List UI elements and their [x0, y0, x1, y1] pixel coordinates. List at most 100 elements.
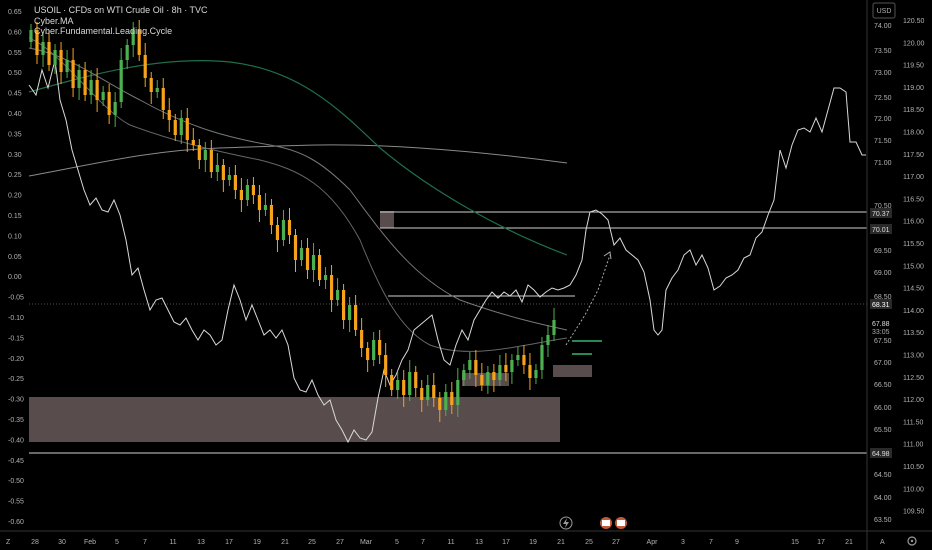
- candle-body: [131, 30, 135, 45]
- settings-gear-icon[interactable]: [907, 536, 917, 546]
- right-axis-inner-tick: 68.50: [874, 294, 892, 301]
- projection-arrow: [565, 254, 611, 346]
- time-axis-tick: 17: [502, 539, 510, 546]
- candle-body: [552, 320, 556, 335]
- right-axis-inner-tick: 71.00: [874, 160, 892, 167]
- time-axis-tick: 19: [253, 539, 261, 546]
- candle-body: [251, 185, 256, 195]
- time-axis-tick: 13: [475, 539, 483, 546]
- corner-a[interactable]: A: [880, 539, 885, 546]
- candle-body: [299, 248, 304, 260]
- projection-arrowhead: [603, 251, 612, 260]
- right-axis-inner-tick: 64.50: [874, 472, 892, 479]
- right-axis-outer-tick: 118.50: [903, 107, 924, 114]
- candle-body: [438, 398, 442, 410]
- time-axis-tick: 5: [115, 539, 119, 546]
- ma-short-gray: [28, 37, 568, 352]
- candle-body: [197, 145, 201, 160]
- candle-body: [83, 70, 87, 95]
- cycle-line: [28, 59, 866, 444]
- left-axis-tick: 0.00: [8, 274, 22, 281]
- candle-body: [155, 88, 159, 92]
- time-axis-tick: 15: [791, 539, 799, 546]
- left-axis-tick: 0.30: [8, 152, 22, 159]
- candle-body: [215, 165, 219, 172]
- candle-body: [516, 355, 520, 360]
- tag-last-price-2: 67.88: [872, 321, 890, 328]
- candle-body: [432, 385, 436, 398]
- candle-body: [95, 80, 99, 100]
- tag-countdown: 33:05: [872, 329, 890, 336]
- currency-button[interactable]: [872, 2, 896, 19]
- time-axis-tick: 19: [529, 539, 537, 546]
- time-axis-tick: 25: [585, 539, 593, 546]
- time-axis-tick: 7: [421, 539, 425, 546]
- calendar-event-icon[interactable]: [600, 517, 627, 529]
- candle-body: [444, 392, 448, 410]
- candle-body: [179, 118, 183, 135]
- candle-body: [35, 30, 39, 55]
- right-axis-outer[interactable]: 120.50 120.00 119.50 119.00 118.50 118.00 117.…: [903, 18, 925, 516]
- right-axis-outer-tick: 111.00: [903, 442, 923, 449]
- candle-body: [161, 88, 165, 110]
- candle-body: [275, 225, 280, 240]
- tag-support-line: 64.98: [872, 451, 890, 458]
- left-axis-tick: 0.35: [8, 131, 22, 138]
- candle-body: [53, 50, 57, 65]
- legend-indicator-cycle[interactable]: Cyber.Fundamental.Leading.Cycle: [34, 26, 173, 36]
- candle-body: [462, 370, 466, 380]
- candle-body: [396, 380, 400, 390]
- candle-body: [510, 360, 514, 372]
- time-axis-tick: 21: [557, 539, 565, 546]
- left-axis-tick: 0.20: [8, 193, 22, 200]
- time-axis[interactable]: 28 30 Feb 5 7 11 13 17 19 21 25 27 Mar 5 7 11 13 17 19 21 25…: [31, 539, 853, 546]
- candle-body: [492, 372, 496, 380]
- right-axis-outer-tick: 113.50: [903, 330, 924, 337]
- right-axis-outer-tick: 111.50: [903, 419, 923, 426]
- left-axis-tick: 0.15: [8, 213, 22, 220]
- candle-body: [233, 175, 237, 190]
- time-axis-tick: 27: [612, 539, 620, 546]
- candle-body: [185, 118, 189, 140]
- right-axis-inner-tick: 73.00: [874, 70, 892, 77]
- horizontal-lines: [29, 211, 867, 454]
- candle-body: [468, 360, 472, 370]
- left-axis-tick: -0.35: [8, 417, 24, 424]
- left-axis-tick: 0.45: [8, 91, 22, 98]
- left-axis-tick: -0.60: [8, 519, 24, 526]
- left-axis-tick: -0.40: [8, 437, 24, 444]
- candle-body: [456, 380, 460, 405]
- time-axis-tick: 25: [308, 539, 316, 546]
- time-axis-tick: Mar: [360, 539, 373, 546]
- time-axis-tick: 28: [31, 539, 39, 546]
- zones: [29, 211, 592, 442]
- time-axis-tick: 11: [447, 539, 454, 546]
- candle-body: [534, 370, 538, 378]
- lightning-icon[interactable]: [559, 516, 573, 530]
- legend-indicator-ma[interactable]: Cyber.MA: [34, 15, 74, 26]
- corner-z[interactable]: Z: [6, 539, 11, 546]
- legend-title: USOIL · CFDs on WTI Crude Oil · 8h · TVC: [34, 5, 208, 15]
- candle-body: [137, 30, 141, 55]
- time-axis-tick: 17: [225, 539, 233, 546]
- right-axis-outer-tick: 110.00: [903, 486, 924, 493]
- currency-label: USD: [877, 8, 892, 15]
- candle-body: [281, 220, 286, 240]
- candle-body: [29, 30, 33, 42]
- right-axis-outer-tick: 109.50: [903, 509, 925, 516]
- time-axis-tick: 13: [197, 539, 205, 546]
- time-axis-tick: 9: [735, 539, 739, 546]
- candle-body: [480, 375, 484, 385]
- candle-body: [390, 375, 394, 390]
- candle-body: [209, 150, 213, 172]
- right-axis-outer-tick: 112.50: [903, 375, 924, 382]
- left-axis[interactable]: 0.65 0.60 0.55 0.50 0.45 0.40 0.35 0.30 0.25 0.20…: [8, 9, 24, 526]
- candle-body: [71, 60, 75, 88]
- small-zone-2: [553, 365, 592, 377]
- moving-averages: [28, 37, 568, 352]
- candle-body: [360, 330, 364, 348]
- tag-bg-upper-zone: [870, 208, 892, 218]
- candle-body: [143, 55, 147, 78]
